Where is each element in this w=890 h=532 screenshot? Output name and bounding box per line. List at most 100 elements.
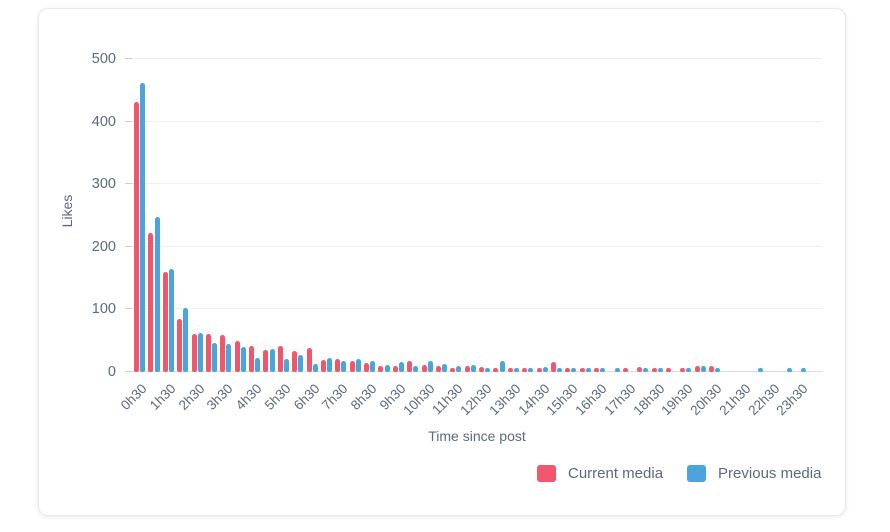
bar-current[interactable] [550,361,556,372]
bar-previous[interactable] [485,367,491,372]
bar-current[interactable] [349,361,355,372]
y-tick [125,371,132,372]
bar-previous[interactable] [283,358,289,372]
bar-previous[interactable] [801,367,807,372]
bar-previous[interactable] [557,367,563,372]
bar-previous[interactable] [212,343,218,372]
bar-current[interactable] [651,367,657,372]
y-tick [125,120,132,122]
bar-current[interactable] [493,367,499,372]
bar-previous[interactable] [585,367,591,372]
bar-previous[interactable] [341,360,347,372]
bar-current[interactable] [522,367,528,372]
bar-current[interactable] [364,362,369,372]
bar-current[interactable] [421,364,427,372]
bar-current[interactable] [507,367,513,372]
gridline [132,183,822,185]
bar-current[interactable] [579,367,585,372]
bar-current[interactable] [594,367,599,372]
bar-previous[interactable] [442,363,448,372]
gridline [132,245,822,247]
gridline [132,308,822,310]
bar-previous[interactable] [298,355,304,372]
bar-current[interactable] [694,366,700,372]
bar-current[interactable] [249,346,254,372]
bar-previous[interactable] [657,367,663,372]
bar-current[interactable] [709,366,714,372]
bar-previous[interactable] [758,367,764,372]
bar-current[interactable] [622,367,628,372]
bar-current[interactable] [665,367,671,372]
y-tick [125,183,132,185]
bar-current[interactable] [277,346,283,372]
bar-previous[interactable] [168,269,174,372]
bar-previous[interactable] [154,217,160,372]
plot-area: 0 100 200 300 400 500 0h30 1h30 2h30 3h30 4h30 5h30… [92,46,822,418]
bar-previous[interactable] [255,357,261,372]
bar-current[interactable] [464,366,470,372]
y-tick [125,245,132,247]
bar-previous[interactable] [643,367,649,372]
bar-previous[interactable] [700,366,706,372]
bar-previous[interactable] [140,82,146,372]
bar-previous[interactable] [456,365,462,372]
bar-previous[interactable] [183,307,189,372]
bar-current[interactable] [450,367,456,372]
bar-previous[interactable] [542,367,548,372]
bar-current[interactable] [407,361,413,372]
bar-previous[interactable] [370,361,376,372]
bar-previous[interactable] [600,367,606,372]
bar-current[interactable] [148,233,154,372]
bar-previous[interactable] [355,359,361,372]
bar-previous[interactable] [470,364,476,372]
legend-item-previous-media[interactable]: Previous media [687,465,821,482]
legend-swatch-icon [687,465,707,482]
bar-previous[interactable] [787,367,793,372]
bar-previous[interactable] [226,344,232,372]
bar-current[interactable] [479,367,484,372]
bar-previous[interactable] [528,367,534,372]
bar-current[interactable] [205,334,211,372]
bar-previous[interactable] [614,367,620,372]
bar-previous[interactable] [413,366,419,372]
bar-previous[interactable] [513,367,519,372]
y-tick-label: 200 [91,238,116,255]
bar-current[interactable] [392,366,398,372]
bar-current[interactable] [335,359,341,372]
legend: Current media Previous media [537,465,821,482]
y-tick [125,308,132,310]
y-tick [125,58,132,59]
bar-current[interactable] [220,335,226,372]
bar-previous[interactable] [499,361,505,372]
bar-current[interactable] [565,367,571,372]
bar-previous[interactable] [312,363,318,372]
bar-current[interactable] [134,101,139,372]
bar-current[interactable] [177,318,183,372]
bar-previous[interactable] [197,332,203,372]
bar-current[interactable] [263,350,269,372]
bar-current[interactable] [306,348,312,372]
bar-previous[interactable] [269,349,275,372]
x-axis-title: Time since post [428,428,526,444]
bar-current[interactable] [680,367,686,372]
bar-previous[interactable] [715,367,721,372]
bar-previous[interactable] [427,361,433,372]
bar-previous[interactable] [384,364,390,372]
bar-current[interactable] [536,367,542,372]
bar-current[interactable] [320,360,326,372]
bar-current[interactable] [234,340,240,372]
y-tick-label: 400 [91,113,116,130]
y-tick-label: 300 [91,176,116,193]
bar-previous[interactable] [240,346,246,372]
bar-current[interactable] [637,367,643,372]
legend-item-current-media[interactable]: Current media [537,465,663,482]
bar-current[interactable] [435,365,441,372]
bar-current[interactable] [378,365,384,372]
bar-current[interactable] [191,333,197,372]
bar-previous[interactable] [571,367,577,372]
bar-current[interactable] [162,271,168,372]
bar-previous[interactable] [327,357,333,372]
bar-previous[interactable] [686,367,692,372]
bar-previous[interactable] [398,361,404,372]
bar-current[interactable] [292,351,298,372]
